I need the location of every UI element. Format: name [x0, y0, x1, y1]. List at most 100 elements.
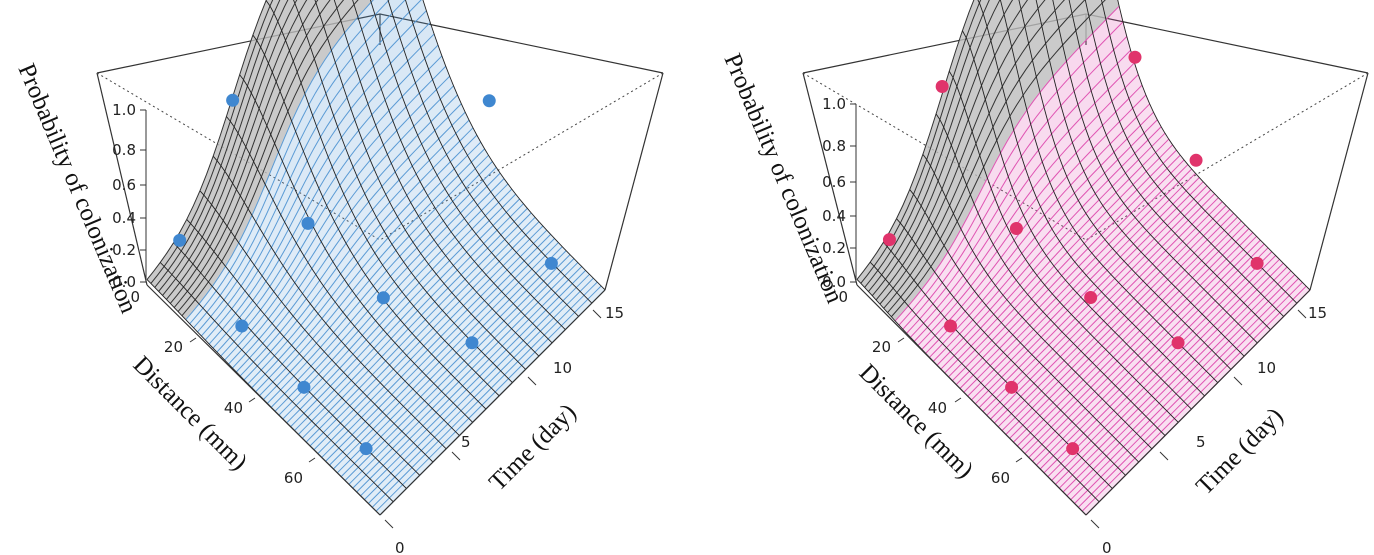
surface-cell: [352, 41, 370, 70]
surface-mesh-line: [340, 250, 567, 477]
surface-cell: [330, 372, 348, 391]
surface-cell: [437, 161, 455, 183]
left-time-axis: 0 5 10 15: [384, 304, 624, 555]
surface-cell: [256, 5, 274, 48]
surface-cell: [343, 69, 361, 98]
surface-cell: [1129, 226, 1147, 244]
surface-cell: [404, 310, 422, 329]
surface-cell: [520, 298, 539, 316]
surface-mesh-line: [278, 178, 505, 416]
right-floor-edge-distance: [856, 284, 1087, 516]
surface-cell: [949, 275, 967, 298]
surface-cell: [249, 343, 267, 362]
surface-mesh-line: [898, 21, 1124, 326]
surface-cell: [349, 392, 367, 410]
surface-cell: [1125, 221, 1143, 240]
surface-cell: [375, 110, 393, 136]
surface-cell: [1032, 172, 1050, 199]
surface-cell: [1186, 177, 1204, 195]
surface-cell: [1054, 364, 1072, 382]
surface-cell: [396, 301, 414, 321]
surface-cell: [983, 0, 1000, 27]
surface-cell: [266, 91, 284, 135]
surface-cell: [330, 194, 348, 222]
surface-cell: [354, 311, 372, 331]
surface-cell: [1075, 412, 1093, 430]
surface-cell: [479, 363, 497, 381]
surface-cell: [325, 228, 343, 256]
surface-cell: [995, 269, 1013, 291]
surface-cell: [1138, 395, 1156, 413]
surface-cell: [521, 217, 539, 235]
surface-cell: [282, 131, 300, 170]
surface-cell: [370, 329, 388, 349]
surface-cell: [1067, 238, 1085, 258]
surface-cell: [335, 285, 353, 308]
surface-cell: [1063, 478, 1081, 496]
surface-cell: [1133, 171, 1151, 190]
surface-cell: [969, 357, 987, 376]
surface-cell: [1102, 439, 1120, 457]
surface-cell: [382, 250, 400, 271]
surface-cell: [974, 178, 992, 214]
surface-cell: [214, 304, 232, 325]
data-point: [944, 319, 958, 333]
data-point: [1189, 153, 1203, 167]
surface-cell: [298, 421, 316, 439]
left-time-tick-label: 15: [605, 304, 624, 322]
surface-cell: [1038, 228, 1056, 250]
surface-cell: [369, 265, 387, 286]
surface-cell: [1089, 452, 1107, 470]
surface-cell: [1088, 291, 1106, 310]
surface-cell: [531, 335, 549, 353]
surface-cell: [319, 261, 337, 286]
surface-cell: [201, 320, 219, 340]
surface-cell: [1064, 400, 1082, 418]
surface-cell: [1193, 185, 1211, 203]
surface-cell: [241, 265, 259, 291]
surface-cell: [375, 306, 393, 326]
surface-cell: [421, 437, 439, 455]
surface-cell: [396, 116, 414, 141]
left-z-tick-label: 0.6: [112, 176, 136, 194]
surface-cell: [474, 248, 492, 266]
surface-cell: [1064, 104, 1082, 132]
surface-cell: [1177, 302, 1195, 320]
surface-cell: [1070, 171, 1088, 194]
surface-cell: [415, 69, 433, 94]
surface-cell: [1162, 287, 1180, 305]
surface-mesh-line: [997, 201, 1223, 428]
surface-cell: [1180, 198, 1198, 217]
surface-cell: [1153, 357, 1171, 375]
surface-mesh-line: [173, 0, 331, 308]
surface-cell: [209, 329, 227, 349]
surface-cell: [975, 390, 993, 408]
surface-cell: [260, 291, 278, 315]
surface-cell: [428, 250, 446, 270]
surface-cell: [1163, 150, 1181, 169]
surface-cell: [282, 349, 300, 368]
surface-cell: [951, 107, 969, 156]
surface-cell: [248, 176, 266, 216]
surface-cell: [512, 234, 530, 253]
surface-cell: [239, 300, 257, 322]
surface-cell: [1174, 405, 1192, 423]
surface-cell: [1155, 199, 1173, 218]
surface-cell: [1094, 89, 1112, 115]
surface-cell: [1238, 310, 1256, 328]
surface-cell: [979, 394, 997, 412]
surface-cell: [904, 285, 922, 306]
surface-mesh-line: [929, 111, 1154, 358]
data-point: [297, 380, 311, 394]
surface-cell: [434, 423, 452, 442]
surface-cell: [531, 255, 550, 274]
surface-cell: [1025, 150, 1043, 179]
surface-cell: [415, 458, 433, 476]
surface-cell: [203, 160, 221, 200]
surface-cell: [336, 250, 354, 274]
surface-cell: [1094, 431, 1112, 449]
surface-cell: [1025, 307, 1043, 326]
surface-cell: [341, 463, 359, 481]
surface-cell: [383, 315, 401, 335]
surface-cell: [900, 280, 918, 302]
